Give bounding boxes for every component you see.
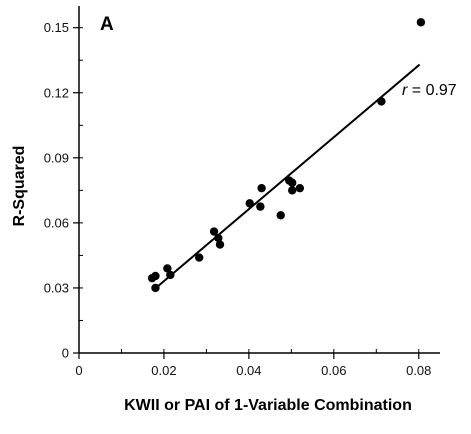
data-point [163,264,172,273]
regression-line [152,63,421,291]
data-point [377,97,386,106]
y-tick-label: 0.06 [44,215,69,230]
data-point [276,211,285,220]
data-point [288,186,297,195]
x-tick-label: 0.04 [236,363,261,378]
data-points [147,18,426,293]
y-tick-label: 0.03 [44,280,69,295]
x-tick-label: 0 [75,363,82,378]
data-point [194,253,204,262]
data-point [257,183,266,193]
data-point [245,199,254,208]
major-ticks [73,27,420,359]
y-tick-label: 0.12 [44,85,69,100]
x-tick-labels: 0 0.02 0.04 0.06 0.08 [75,363,431,378]
data-point [166,270,175,280]
x-tick-label: 0.02 [151,363,176,378]
y-axis-title: R-Squared [11,146,28,227]
data-point [295,183,305,193]
data-point [256,202,265,211]
minor-ticks [79,27,420,353]
data-point [209,227,219,236]
r-symbol: r [402,82,408,99]
y-tick-label: 0 [62,346,69,361]
data-point [416,18,426,27]
y-tick-label: 0.15 [44,20,69,35]
x-axis-title: KWII or PAI of 1-Variable Combination [124,397,412,414]
data-point [151,271,160,281]
data-point [151,283,160,293]
y-tick-label: 0.09 [44,150,69,165]
data-point [215,240,225,249]
r-value: = 0.97 [407,82,456,99]
y-tick-labels: 0 0.03 0.06 0.09 0.12 0.15 [44,20,69,360]
data-point [214,233,223,243]
x-tick-label: 0.08 [406,363,431,378]
panel-label: A [100,14,114,35]
x-tick-label: 0.06 [321,363,346,378]
data-point [288,178,297,187]
correlation-annotation: r = 0.97 [402,82,457,99]
